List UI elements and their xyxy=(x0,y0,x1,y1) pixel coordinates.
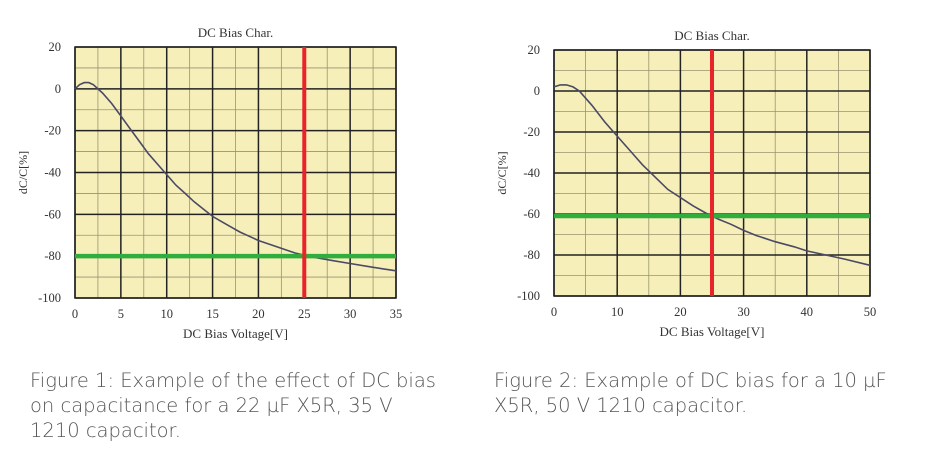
x-tick-label: 0 xyxy=(551,305,557,319)
y-tick-label: 0 xyxy=(55,82,61,96)
x-tick-label: 30 xyxy=(344,307,357,321)
y-tick-label: -80 xyxy=(44,249,61,263)
x-tick-label: 35 xyxy=(390,307,403,321)
y-tick-label: -40 xyxy=(523,166,540,180)
figure-2-caption: Figure 2: Example of DC bias for a 10 µF… xyxy=(494,369,887,417)
chart-1: 0 5 10 15 20 25 30 35 20 0 -20 -40 -60 -80 -100 DC Bias… xyxy=(0,0,466,360)
y-axis-label: dC/C[%] xyxy=(16,151,30,194)
x-axis-label: DC Bias Voltage[V] xyxy=(183,326,288,341)
y-tick-label: -40 xyxy=(44,166,61,180)
x-tick-label: 0 xyxy=(72,307,78,321)
y-tick-label: -60 xyxy=(44,207,61,221)
x-tick-label: 50 xyxy=(864,305,877,319)
y-tick-label: 0 xyxy=(534,84,540,98)
y-tick-label: 20 xyxy=(528,43,541,57)
x-tick-label: 30 xyxy=(737,305,750,319)
x-tick-label: 10 xyxy=(160,307,173,321)
chart-title: DC Bias Char. xyxy=(198,25,273,40)
chart-1-svg: 0 5 10 15 20 25 30 35 20 0 -20 -40 -60 -80 -100 DC Bias… xyxy=(16,25,403,341)
chart-title: DC Bias Char. xyxy=(674,28,749,43)
plot-frame xyxy=(74,46,397,299)
x-tick-label: 10 xyxy=(611,305,624,319)
x-tick-label: 25 xyxy=(298,307,311,321)
y-tick-label: -20 xyxy=(44,124,61,138)
chart-2-svg: 0 10 20 30 40 50 20 0 -20 -40 -60 -80 -100 DC Bias Ch… xyxy=(495,28,877,339)
x-tick-label: 15 xyxy=(206,307,219,321)
x-axis-label: DC Bias Voltage[V] xyxy=(660,324,765,339)
x-tick-label: 20 xyxy=(252,307,265,321)
y-axis-label: dC/C[%] xyxy=(495,151,509,194)
x-tick-label: 20 xyxy=(674,305,687,319)
y-tick-label: 20 xyxy=(49,40,62,54)
y-tick-label: -100 xyxy=(38,291,61,305)
x-tick-label: 5 xyxy=(118,307,124,321)
y-tick-label: -20 xyxy=(523,125,540,139)
series-line-dc-bias xyxy=(553,84,871,267)
y-tick-label: -100 xyxy=(517,289,540,303)
x-tick-label: 40 xyxy=(801,305,814,319)
y-tick-label: -60 xyxy=(523,207,540,221)
chart-2: 0 10 20 30 40 50 20 0 -20 -40 -60 -80 -100 DC Bias Ch… xyxy=(466,0,933,360)
y-tick-label: -80 xyxy=(523,248,540,262)
figure-1-caption: Figure 1: Example of the effect of DC bi… xyxy=(30,369,436,442)
